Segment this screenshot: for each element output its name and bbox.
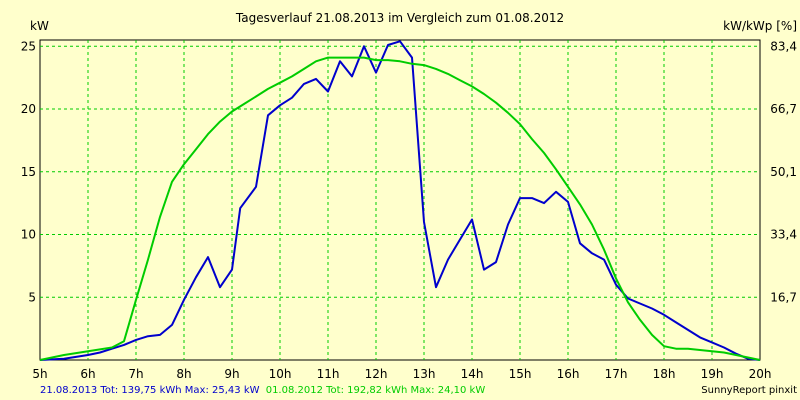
- legend-blue: 21.08.2013 Tot: 139,75 kWh Max: 25,43 kW: [40, 385, 260, 396]
- source-credit: SunnyReport pinxit: [701, 385, 797, 396]
- y-tick-label: 5: [28, 290, 36, 304]
- x-tick-label: 15h: [509, 367, 532, 381]
- x-tick-label: 17h: [605, 367, 628, 381]
- y-axis-right-label: kW/kWp [%]: [723, 19, 797, 33]
- x-tick-label: 11h: [317, 367, 340, 381]
- series-line-2012: [39, 56, 761, 361]
- x-tick-label: 6h: [80, 367, 95, 381]
- axis-ticks: 5h 6h 7h 8h 9h 10h 11h 12h 13h 14h 15h 16h 17h 18h 19h…: [21, 39, 797, 381]
- y2-tick-label: 33,4: [770, 228, 797, 242]
- x-tick-label: 5h: [32, 367, 47, 381]
- y-tick-label: 10: [21, 228, 36, 242]
- grid: [40, 40, 760, 360]
- x-tick-label: 9h: [224, 367, 239, 381]
- x-tick-label: 10h: [269, 367, 292, 381]
- x-tick-label: 13h: [413, 367, 436, 381]
- x-tick-label: 20h: [749, 367, 772, 381]
- y-tick-label: 15: [21, 165, 36, 179]
- x-tick-label: 19h: [701, 367, 724, 381]
- y2-tick-label: 83,4: [770, 39, 797, 53]
- series-group: [39, 40, 761, 361]
- x-tick-label: 12h: [365, 367, 388, 381]
- x-tick-label: 14h: [461, 367, 484, 381]
- footer-legend: 21.08.2013 Tot: 139,75 kWh Max: 25,43 kW…: [40, 385, 485, 396]
- y2-tick-label: 16,7: [770, 290, 797, 304]
- x-tick-label: 18h: [653, 367, 676, 381]
- y2-tick-label: 50,1: [770, 165, 797, 179]
- y-tick-label: 25: [21, 39, 36, 53]
- x-tick-label: 7h: [128, 367, 143, 381]
- x-tick-label: 16h: [557, 367, 580, 381]
- legend-green: 01.08.2012 Tot: 192,82 kWh Max: 24,10 kW: [266, 385, 486, 396]
- plot-area: [39, 39, 761, 361]
- y-tick-label: 20: [21, 102, 36, 116]
- chart-title: Tagesverlauf 21.08.2013 im Vergleich zum…: [235, 11, 564, 25]
- y2-tick-label: 66,7: [770, 102, 797, 116]
- x-tick-label: 8h: [176, 367, 191, 381]
- y-axis-left-label: kW: [30, 19, 49, 33]
- series-line-2013: [39, 40, 761, 361]
